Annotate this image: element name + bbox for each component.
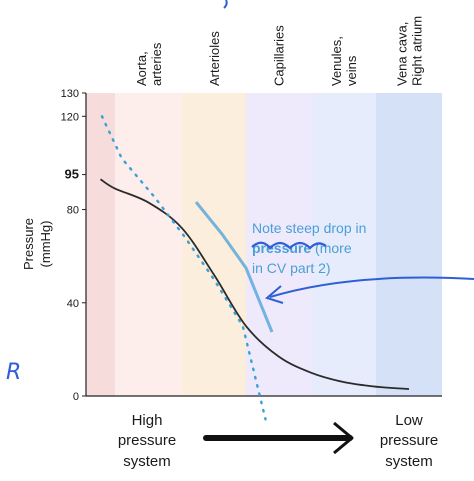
y-tick-labels: 0 40 80 95 120 130 [61, 88, 86, 403]
high-pressure-label-1: High [132, 412, 163, 429]
vessel-column-label: Capillaries [272, 25, 287, 86]
steep-drop-highlight [194, 201, 274, 333]
vessel-column-label: Venules, [329, 36, 344, 86]
series-layer [99, 115, 410, 421]
big-arrow-head [333, 421, 354, 455]
pen-arrow [269, 276, 474, 298]
vessel-band [86, 93, 115, 396]
y-axis-label-line2: (mmHg) [38, 221, 53, 268]
note-line-2-rest: (more [311, 240, 352, 256]
y-tick-label: 95 [65, 167, 79, 182]
vessel-column-headers: Aorta, arteries Arterioles Capillaries Venul… [134, 16, 425, 86]
high-pressure-label-3: system [123, 453, 171, 470]
y-tick-label: 0 [73, 391, 79, 403]
note-line-1: Note steep drop in [252, 220, 366, 236]
y-tick-label: 80 [67, 205, 79, 217]
y-tick-label: 130 [61, 88, 79, 100]
low-pressure-label-2: pressure [380, 432, 438, 449]
vessel-band [376, 93, 442, 396]
low-pressure-label-3: system [385, 453, 433, 470]
vessel-column-label: Vena cava, [395, 22, 410, 86]
low-pressure-label-1: Low [395, 412, 423, 429]
vessel-column-label: arteries [149, 42, 164, 86]
pressure-curve [99, 178, 410, 390]
vessel-column-label: veins [344, 55, 359, 86]
y-axis-label-line1: Pressure [21, 218, 36, 270]
vessel-band [182, 93, 246, 396]
vessel-band [115, 93, 182, 396]
high-pressure-label-2: pressure [118, 432, 176, 449]
vessel-column-label: Aorta, [134, 51, 149, 86]
vessel-column-label: Right atrium [410, 16, 425, 86]
y-tick-label: 40 [67, 298, 79, 310]
pen-arrow-head [264, 285, 284, 304]
pen-mark-top [223, 0, 228, 9]
scribble-strike [251, 241, 327, 250]
vessel-column-label: Arterioles [207, 31, 222, 86]
handwritten-r: R [6, 360, 21, 385]
y-tick-label: 120 [61, 111, 79, 123]
note-line-3: in CV part 2) [252, 260, 331, 276]
